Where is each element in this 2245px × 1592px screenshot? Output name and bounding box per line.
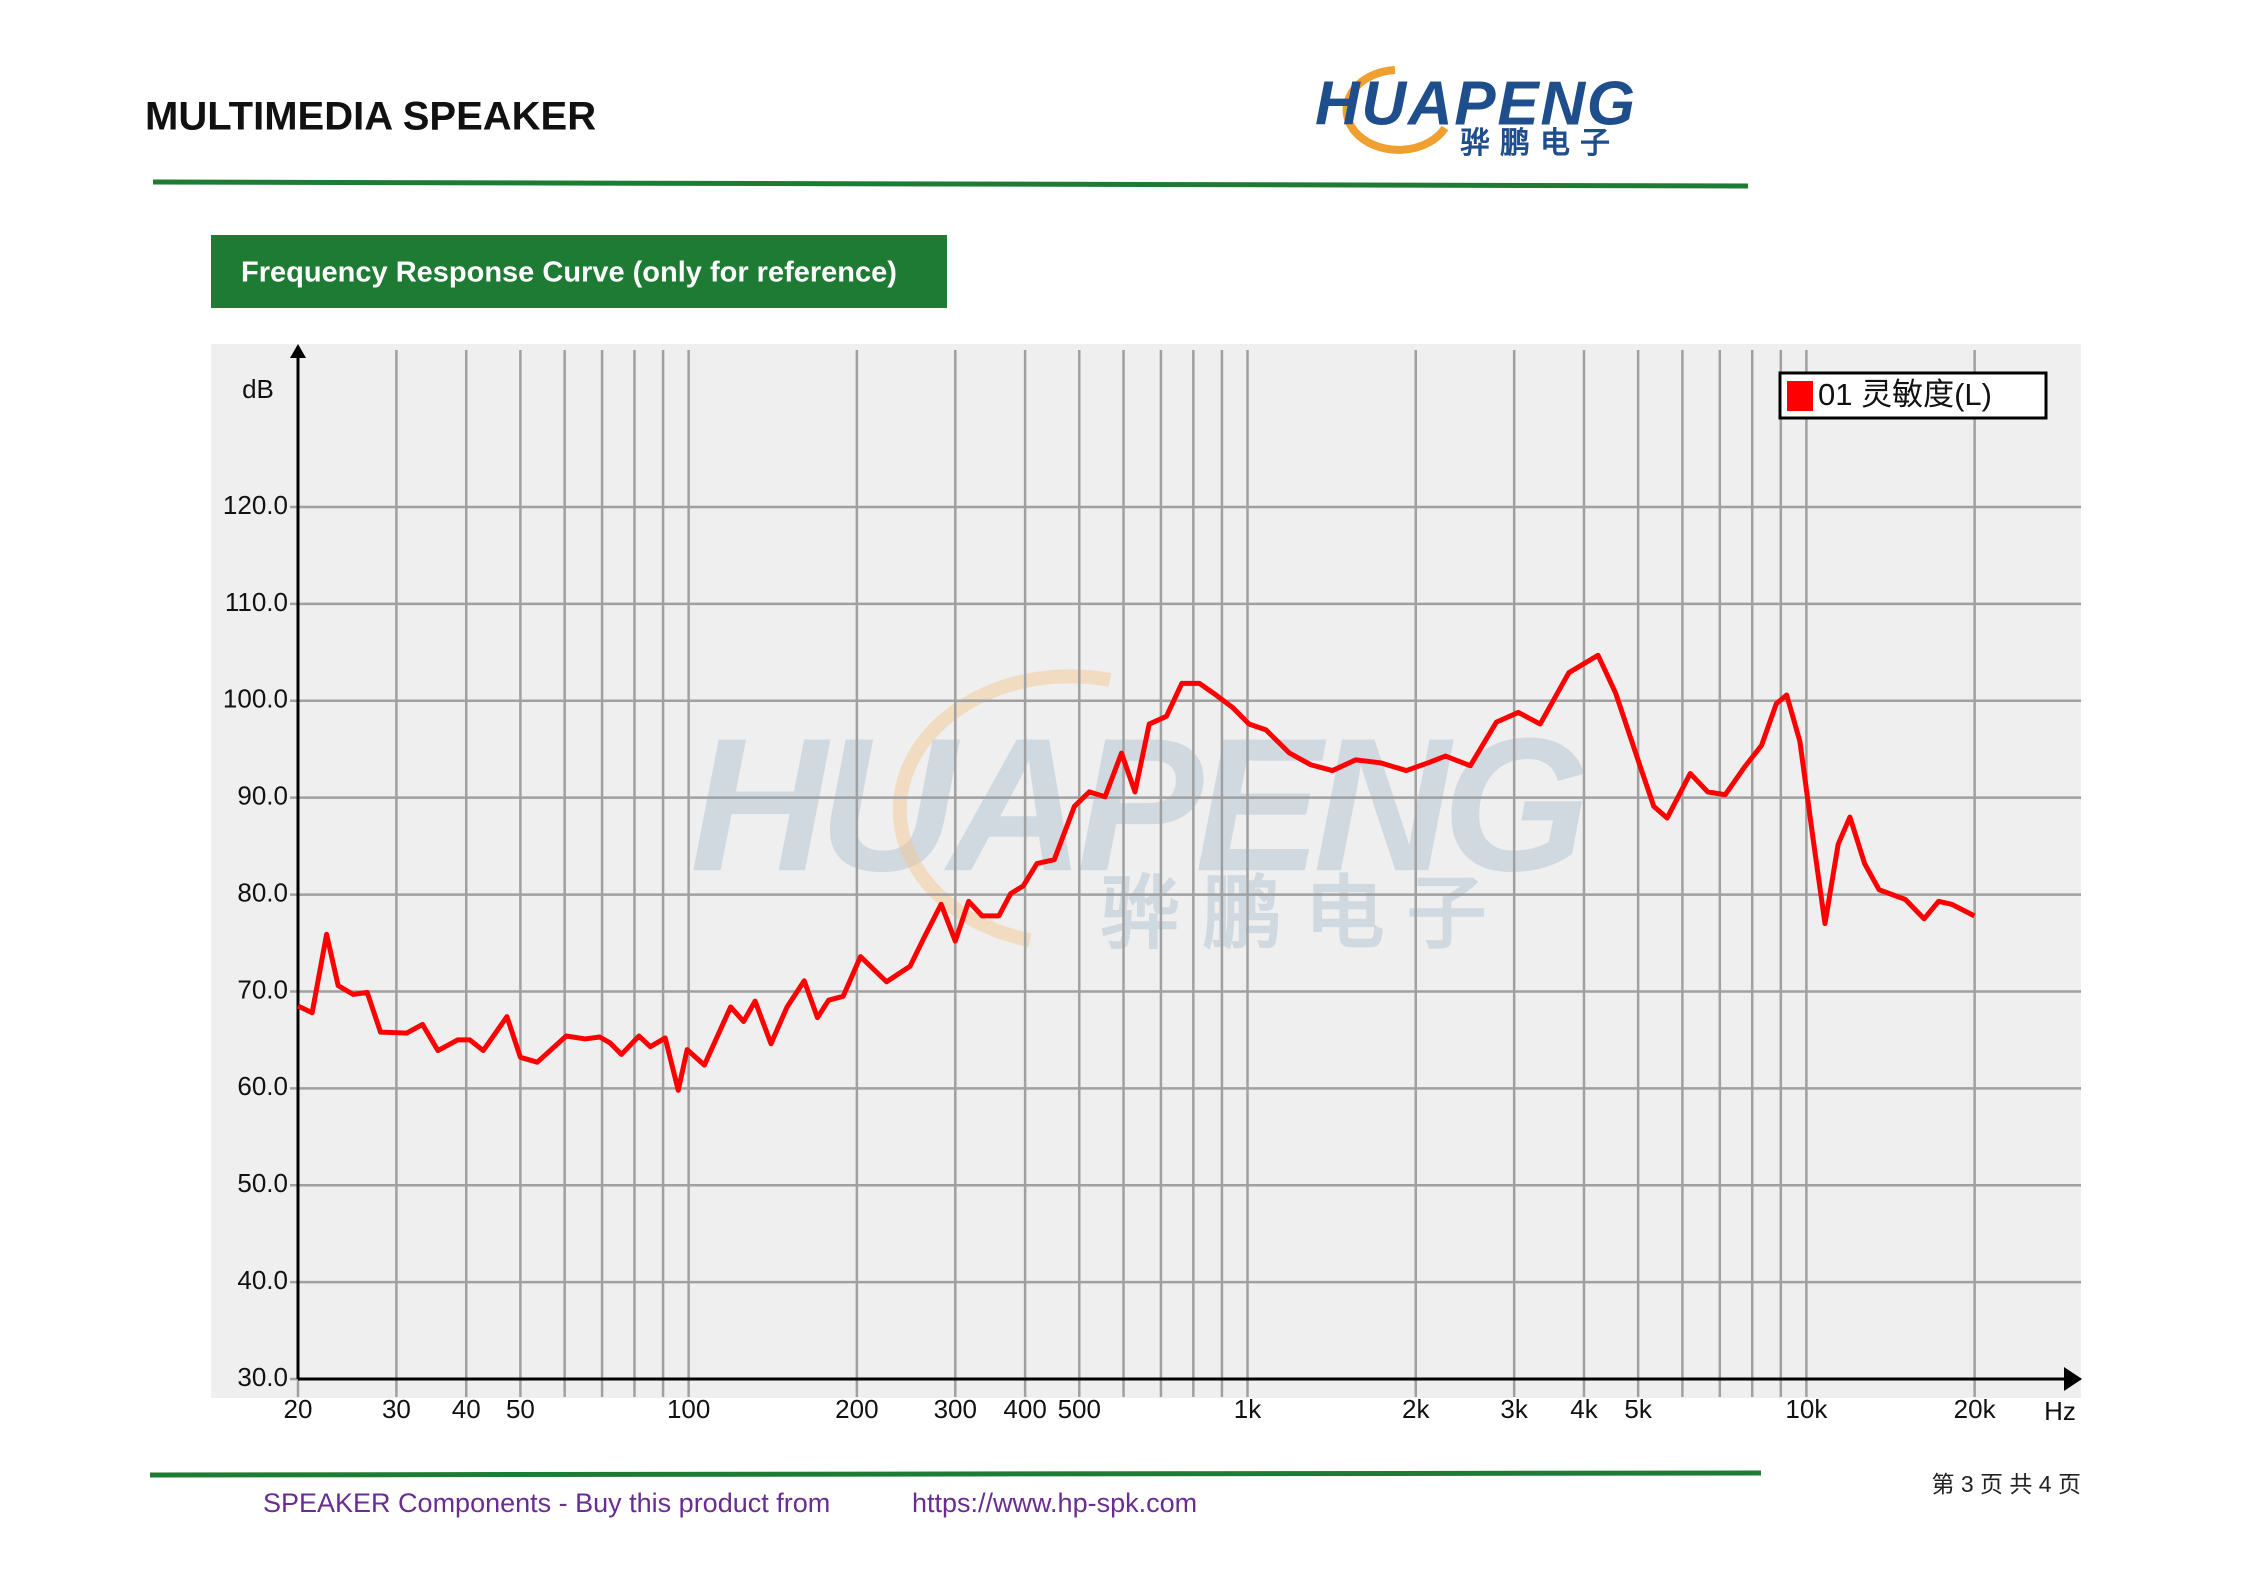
watermark-sub: 骅 鹏 电 子 — [1100, 869, 1487, 958]
x-tick-label: 100 — [667, 1394, 710, 1424]
page-number: 第 3 页 共 4 页 — [1931, 1471, 2081, 1497]
logo-arc — [1342, 66, 1449, 154]
y-tick-label: 100.0 — [223, 684, 288, 714]
x-tick-label: 40 — [452, 1394, 481, 1424]
plot-background — [211, 344, 2081, 1398]
x-tick-label: 500 — [1058, 1394, 1101, 1424]
y-tick-label: 120.0 — [223, 490, 288, 520]
header-rule — [152, 179, 1749, 189]
x-tick-label: 300 — [934, 1394, 977, 1424]
legend-label: 01 灵敏度(L) — [1818, 377, 1992, 412]
legend-box — [1778, 371, 2048, 420]
x-tick-label: 5k — [1624, 1394, 1652, 1424]
x-axis-arrow — [2064, 1367, 2082, 1391]
x-axis-label: Hz — [2044, 1396, 2076, 1426]
data-line — [296, 652, 1976, 1093]
x-tick-label: 30 — [382, 1394, 411, 1424]
y-tick-label: 30.0 — [237, 1362, 288, 1392]
y-tick-label: 90.0 — [237, 781, 288, 811]
legend-swatch — [1787, 381, 1813, 411]
x-tick-label: 400 — [1003, 1394, 1046, 1424]
x-tick-label: 20 — [284, 1394, 313, 1424]
footer-rule — [149, 1470, 1762, 1478]
x-tick-label: 20k — [1954, 1394, 1997, 1424]
x-tick-label: 3k — [1500, 1394, 1528, 1424]
y-tick-label: 70.0 — [237, 974, 288, 1004]
section-box — [211, 235, 947, 308]
y-tick-label: 60.0 — [237, 1071, 288, 1101]
y-axis-label: dB — [242, 374, 274, 404]
y-tick-label: 40.0 — [237, 1265, 288, 1295]
y-tick-label: 80.0 — [237, 877, 288, 907]
footer-url: https://www.hp-spk.com — [912, 1488, 1197, 1518]
x-tick-label: 1k — [1234, 1394, 1262, 1424]
section-title: Frequency Response Curve (only for refer… — [241, 257, 897, 289]
logo: HUAPENG — [1315, 69, 1635, 138]
x-tick-label: 10k — [1785, 1394, 1828, 1424]
x-tick-label: 2k — [1402, 1394, 1430, 1424]
footer-text: SPEAKER Components - Buy this product fr… — [263, 1488, 830, 1518]
x-tick-label: 4k — [1570, 1394, 1598, 1424]
watermark: HUAPENG — [690, 699, 1590, 911]
y-tick-label: 110.0 — [225, 587, 288, 617]
watermark-arc — [892, 669, 1112, 947]
page-title: MULTIMEDIA SPEAKER — [145, 95, 596, 139]
x-tick-label: 50 — [506, 1394, 535, 1424]
y-tick-label: 50.0 — [237, 1168, 288, 1198]
logo-sub: 骅鹏电子 — [1460, 126, 1620, 160]
x-tick-label: 200 — [835, 1394, 878, 1424]
y-axis-arrow — [290, 344, 306, 358]
